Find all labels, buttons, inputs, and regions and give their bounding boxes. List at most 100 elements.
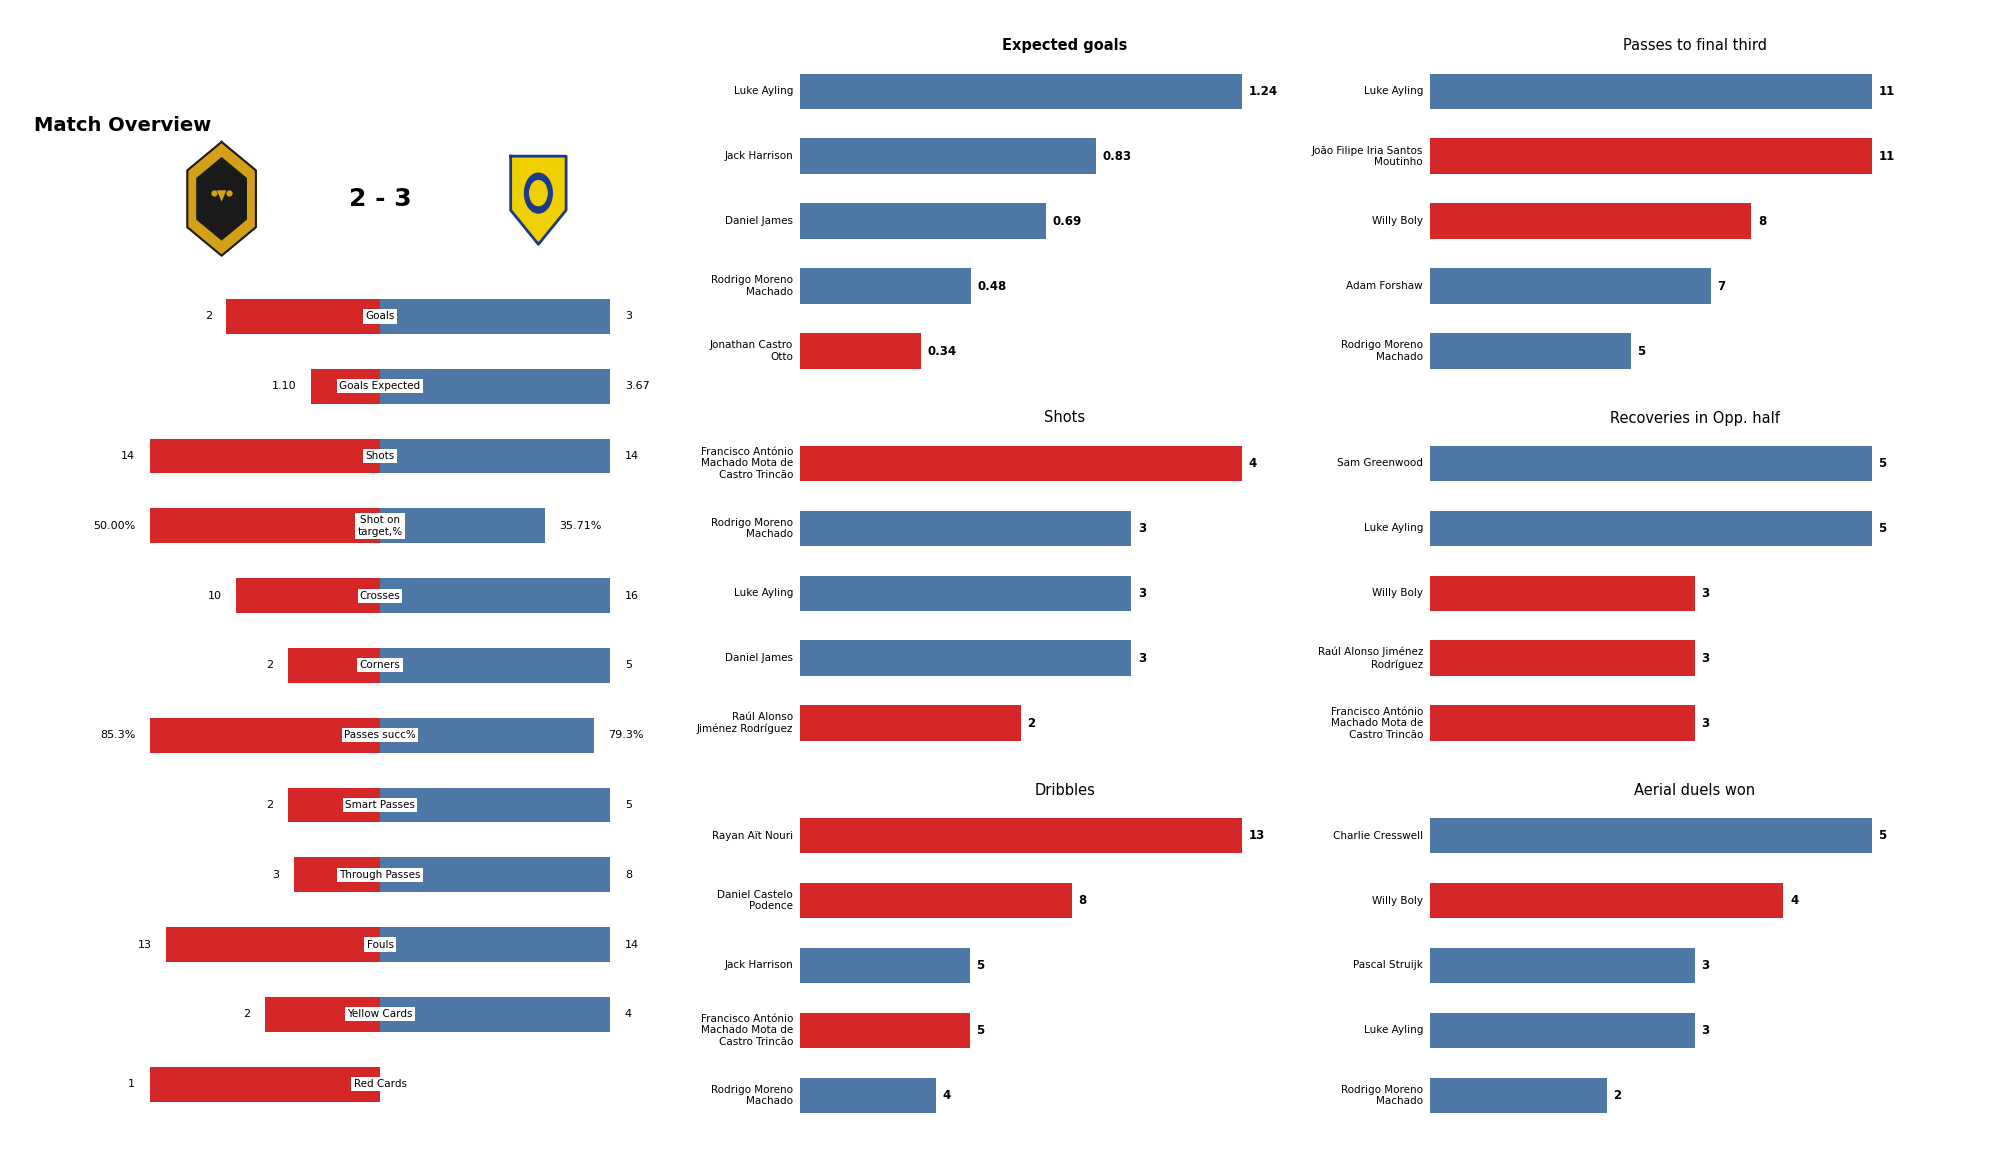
Bar bbox=[800, 74, 1242, 109]
Text: 5: 5 bbox=[1878, 830, 1886, 842]
Text: 0.34: 0.34 bbox=[928, 344, 956, 357]
FancyBboxPatch shape bbox=[380, 927, 610, 962]
Polygon shape bbox=[216, 190, 226, 202]
FancyBboxPatch shape bbox=[150, 509, 380, 543]
Bar bbox=[1430, 818, 1872, 853]
Bar bbox=[1430, 139, 1872, 174]
Text: 3: 3 bbox=[1702, 1023, 1710, 1036]
Text: 8: 8 bbox=[1758, 215, 1766, 228]
Text: Goals Expected: Goals Expected bbox=[340, 381, 420, 391]
Text: 3: 3 bbox=[272, 870, 280, 880]
Text: 16: 16 bbox=[624, 591, 638, 600]
Bar bbox=[1430, 1013, 1696, 1048]
Text: 85.3%: 85.3% bbox=[100, 730, 136, 740]
Circle shape bbox=[524, 173, 552, 213]
Bar bbox=[800, 640, 1132, 676]
Text: 11: 11 bbox=[1878, 85, 1894, 98]
Text: Smart Passes: Smart Passes bbox=[346, 800, 414, 810]
Bar bbox=[1430, 268, 1712, 304]
Text: 13: 13 bbox=[138, 940, 152, 949]
Text: 79.3%: 79.3% bbox=[608, 730, 644, 740]
Text: 5: 5 bbox=[624, 800, 632, 810]
Text: 3: 3 bbox=[1138, 522, 1146, 535]
Bar bbox=[1430, 882, 1784, 919]
FancyBboxPatch shape bbox=[380, 369, 610, 404]
Text: Yellow Cards: Yellow Cards bbox=[348, 1009, 412, 1020]
Title: Aerial duels won: Aerial duels won bbox=[1634, 783, 1756, 798]
Bar bbox=[800, 268, 970, 304]
FancyBboxPatch shape bbox=[380, 858, 610, 892]
Bar bbox=[800, 1013, 970, 1048]
Text: Shot on
target,%: Shot on target,% bbox=[358, 515, 402, 537]
Text: 2: 2 bbox=[1614, 1089, 1622, 1102]
Bar bbox=[1430, 1077, 1606, 1113]
Text: 3: 3 bbox=[1702, 717, 1710, 730]
Polygon shape bbox=[196, 157, 246, 240]
FancyBboxPatch shape bbox=[288, 787, 380, 822]
Bar bbox=[1430, 640, 1696, 676]
Bar bbox=[800, 576, 1132, 611]
Text: 3: 3 bbox=[1702, 652, 1710, 665]
FancyBboxPatch shape bbox=[150, 1067, 380, 1102]
Text: Shots: Shots bbox=[366, 451, 394, 461]
Text: 2: 2 bbox=[266, 660, 274, 671]
FancyBboxPatch shape bbox=[380, 438, 610, 474]
Bar bbox=[1430, 74, 1872, 109]
Title: Passes to final third: Passes to final third bbox=[1624, 39, 1768, 53]
Text: 2: 2 bbox=[204, 311, 212, 322]
Text: 14: 14 bbox=[624, 940, 638, 949]
Text: 5: 5 bbox=[976, 959, 984, 972]
Text: 5: 5 bbox=[1878, 457, 1886, 470]
FancyBboxPatch shape bbox=[236, 578, 380, 613]
Text: Match Overview: Match Overview bbox=[34, 116, 212, 135]
Text: 8: 8 bbox=[624, 870, 632, 880]
Bar bbox=[800, 1077, 936, 1113]
FancyBboxPatch shape bbox=[380, 647, 610, 683]
Text: 0: 0 bbox=[394, 1079, 402, 1089]
FancyBboxPatch shape bbox=[380, 718, 594, 753]
Bar bbox=[1430, 576, 1696, 611]
Text: 5: 5 bbox=[624, 660, 632, 671]
Text: 4: 4 bbox=[624, 1009, 632, 1020]
Text: 1.24: 1.24 bbox=[1248, 85, 1278, 98]
Bar bbox=[800, 203, 1046, 240]
Title: Dribbles: Dribbles bbox=[1034, 783, 1096, 798]
Bar bbox=[800, 139, 1096, 174]
FancyBboxPatch shape bbox=[264, 996, 380, 1032]
Text: 0.69: 0.69 bbox=[1052, 215, 1082, 228]
Title: Recoveries in Opp. half: Recoveries in Opp. half bbox=[1610, 410, 1780, 425]
Title: Shots: Shots bbox=[1044, 410, 1086, 425]
Text: 14: 14 bbox=[624, 451, 638, 461]
Bar bbox=[1430, 203, 1752, 240]
Bar bbox=[1430, 511, 1872, 546]
Text: 3: 3 bbox=[1702, 586, 1710, 600]
Text: 14: 14 bbox=[122, 451, 136, 461]
Text: 2: 2 bbox=[244, 1009, 250, 1020]
FancyBboxPatch shape bbox=[380, 996, 610, 1032]
Text: 2: 2 bbox=[266, 800, 274, 810]
Text: Passes succ%: Passes succ% bbox=[344, 730, 416, 740]
FancyBboxPatch shape bbox=[294, 858, 380, 892]
Text: 4: 4 bbox=[1790, 894, 1798, 907]
Text: 10: 10 bbox=[208, 591, 222, 600]
Text: 4: 4 bbox=[942, 1089, 950, 1102]
Text: 0.83: 0.83 bbox=[1102, 150, 1132, 163]
Text: 35.71%: 35.71% bbox=[558, 521, 602, 531]
Text: 3: 3 bbox=[1138, 652, 1146, 665]
Polygon shape bbox=[188, 142, 256, 256]
Bar bbox=[800, 511, 1132, 546]
Text: Goals: Goals bbox=[366, 311, 394, 322]
Text: 8: 8 bbox=[1078, 894, 1086, 907]
Text: 5: 5 bbox=[976, 1023, 984, 1036]
Text: Crosses: Crosses bbox=[360, 591, 400, 600]
Text: 0.48: 0.48 bbox=[978, 280, 1006, 293]
Circle shape bbox=[530, 181, 548, 206]
Bar bbox=[1430, 947, 1696, 983]
Bar bbox=[1430, 445, 1872, 482]
Text: Fouls: Fouls bbox=[366, 940, 394, 949]
FancyBboxPatch shape bbox=[380, 509, 544, 543]
Text: 1.10: 1.10 bbox=[272, 381, 296, 391]
FancyBboxPatch shape bbox=[380, 578, 610, 613]
Bar bbox=[800, 818, 1242, 853]
FancyBboxPatch shape bbox=[380, 787, 610, 822]
